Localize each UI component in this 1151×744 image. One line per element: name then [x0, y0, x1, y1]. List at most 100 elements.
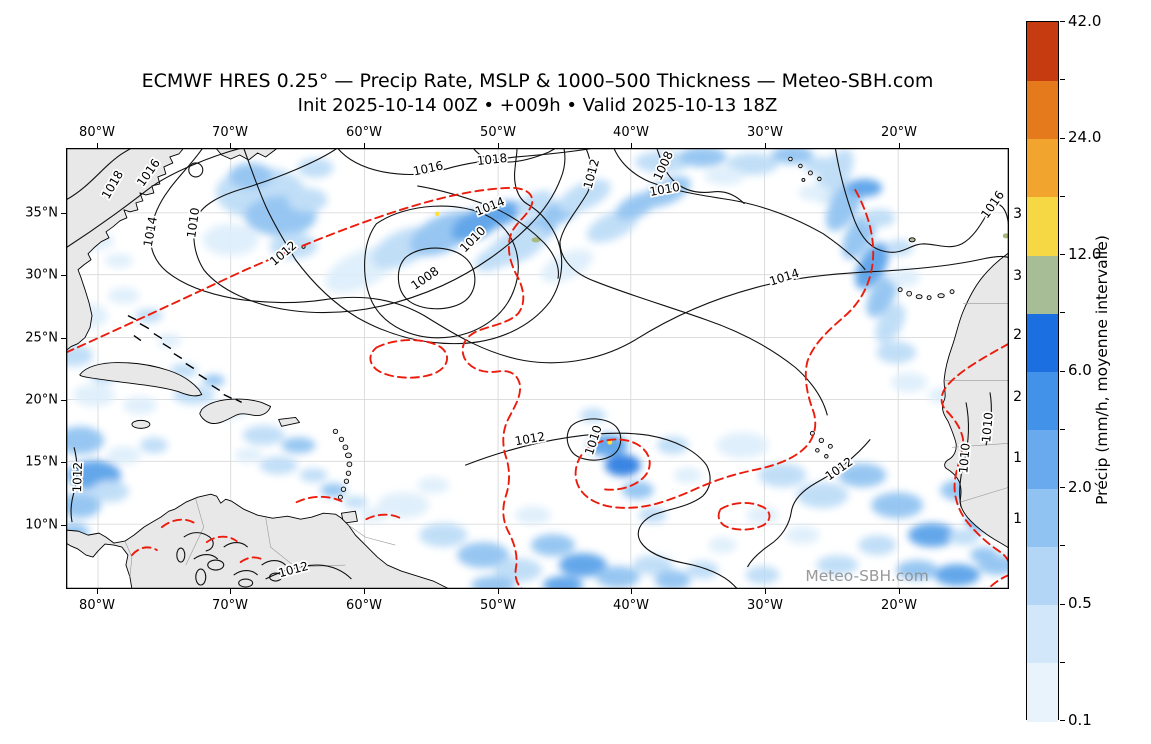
colorbar-tick: [1060, 545, 1065, 547]
lon-tick-top: [97, 143, 98, 148]
lon-tick-label-bottom: 80°W: [79, 598, 115, 613]
hispaniola: [199, 398, 272, 424]
colorbar-segment-0.25-0.5: [1027, 604, 1058, 664]
lon-tick-top: [364, 143, 365, 148]
lon-tick-label-bottom: 70°W: [212, 598, 248, 613]
lat-tick-left: [61, 462, 66, 463]
mslp-contours: [66, 148, 1009, 589]
lon-tick-bottom: [631, 589, 632, 594]
lon-tick-bottom: [498, 589, 499, 594]
colorbar-left-label: 3: [1013, 268, 1022, 284]
north-america: [66, 148, 185, 351]
lon-tick-label-bottom: 30°W: [747, 598, 783, 613]
lon-tick-label-top: 50°W: [480, 125, 516, 140]
colorbar-segment-12-18: [1027, 196, 1058, 256]
colorbar-segment-2-4: [1027, 429, 1058, 489]
chart-subtitle: Init 2025-10-14 00Z • +009h • Valid 2025…: [297, 95, 778, 116]
lesser-antilles: [332, 428, 358, 524]
lon-tick-bottom: [364, 589, 365, 594]
colorbar-tick-label: 0.5: [1068, 594, 1092, 612]
colorbar-tick-label: 2.0: [1068, 478, 1092, 496]
colorbar-left-label: 1: [1013, 511, 1022, 527]
colorbar-segment-6-9: [1027, 313, 1058, 373]
lon-tick-top: [631, 143, 632, 148]
jamaica: [131, 419, 151, 429]
lon-tick-label-top: 20°W: [881, 125, 917, 140]
country-borders: [124, 303, 1009, 578]
lat-tick-label: 35°N: [25, 205, 58, 221]
lon-tick-label-top: 80°W: [79, 125, 115, 140]
moderate-precip-speck: [531, 237, 541, 243]
colorbar: [1026, 21, 1059, 722]
lon-tick-label-bottom: 50°W: [480, 598, 516, 613]
colorbar-segment-9-12: [1027, 255, 1058, 314]
heavy-precip-speck: [434, 211, 440, 217]
lat-tick-label: 15°N: [25, 454, 58, 470]
heavy-precip-speck: [607, 439, 613, 445]
colorbar-tick: [1060, 195, 1065, 197]
contour-label: 1010: [979, 412, 996, 444]
colorbar-segment-4-6: [1027, 371, 1058, 431]
thickness-contours: [66, 186, 1009, 589]
puerto-rico: [278, 416, 300, 427]
lat-tick-label: 25°N: [25, 330, 58, 346]
colorbar-segment-24-32: [1027, 80, 1058, 140]
africa: [942, 252, 1009, 549]
contour-label: 1012: [514, 429, 546, 448]
lat-tick-left: [61, 525, 66, 526]
canary-islands: [897, 287, 955, 301]
lat-tick-label: 10°N: [25, 517, 58, 533]
colorbar-title: Précip (mm/h, moyenne intervalle): [1093, 235, 1111, 505]
colorbar-segment-32-42: [1027, 22, 1058, 81]
contour-label: 1010: [184, 207, 202, 239]
chart-title: ECMWF HRES 0.25° — Precip Rate, MSLP & 1…: [141, 70, 934, 92]
colorbar-tick-label: 6.0: [1068, 361, 1092, 379]
colorbar-tick-label: 24.0: [1068, 128, 1102, 146]
lon-tick-top: [498, 143, 499, 148]
map-frame: [66, 148, 1009, 589]
land-layer: [66, 148, 1009, 589]
colorbar-tick: [1060, 21, 1065, 22]
colorbar-tick: [1060, 661, 1065, 663]
lon-tick-top: [765, 143, 766, 148]
colorbar-segment-1-2: [1027, 488, 1058, 547]
bahamas: [127, 314, 242, 404]
lon-tick-label-bottom: 40°W: [613, 598, 649, 613]
colorbar-tick: [1060, 487, 1065, 488]
lat-tick-left: [61, 213, 66, 214]
lon-tick-label-bottom: 20°W: [881, 598, 917, 613]
lat-tick-label: 20°N: [25, 392, 58, 408]
lon-tick-label-bottom: 60°W: [346, 598, 382, 613]
colorbar-left-label: 3: [1013, 206, 1022, 222]
colorbar-tick: [1060, 720, 1065, 721]
lon-tick-label-top: 70°W: [212, 125, 248, 140]
colorbar-tick: [1060, 370, 1065, 372]
south-america: [66, 493, 450, 589]
colorbar-tick: [1060, 428, 1065, 430]
lon-tick-label-top: 60°W: [346, 125, 382, 140]
colorbar-tick-label: 0.1: [1068, 711, 1092, 729]
lon-tick-top: [230, 143, 231, 148]
lat-tick-left: [61, 275, 66, 276]
lon-tick-bottom: [97, 589, 98, 594]
colorbar-tick-label: 12.0: [1068, 245, 1102, 263]
lon-tick-bottom: [230, 589, 231, 594]
lat-tick-left: [61, 338, 66, 339]
colorbar-tick: [1060, 312, 1065, 314]
watermark: Meteo-SBH.com: [805, 567, 928, 585]
colorbar-segment-0.1-0.25: [1027, 662, 1058, 722]
lon-tick-top: [899, 143, 900, 148]
colorbar-left-label: 2: [1013, 389, 1022, 405]
lon-tick-bottom: [765, 589, 766, 594]
lon-tick-bottom: [899, 589, 900, 594]
colorbar-left-label: 2: [1013, 327, 1022, 343]
colorbar-tick: [1060, 137, 1065, 139]
lat-tick-label: 30°N: [25, 267, 58, 283]
colorbar-segment-18-24: [1027, 138, 1058, 198]
colorbar-tick: [1060, 603, 1065, 605]
colorbar-tick: [1060, 79, 1065, 81]
moderate-precip-speck: [1002, 233, 1009, 239]
contour-label: 1010: [956, 442, 973, 474]
